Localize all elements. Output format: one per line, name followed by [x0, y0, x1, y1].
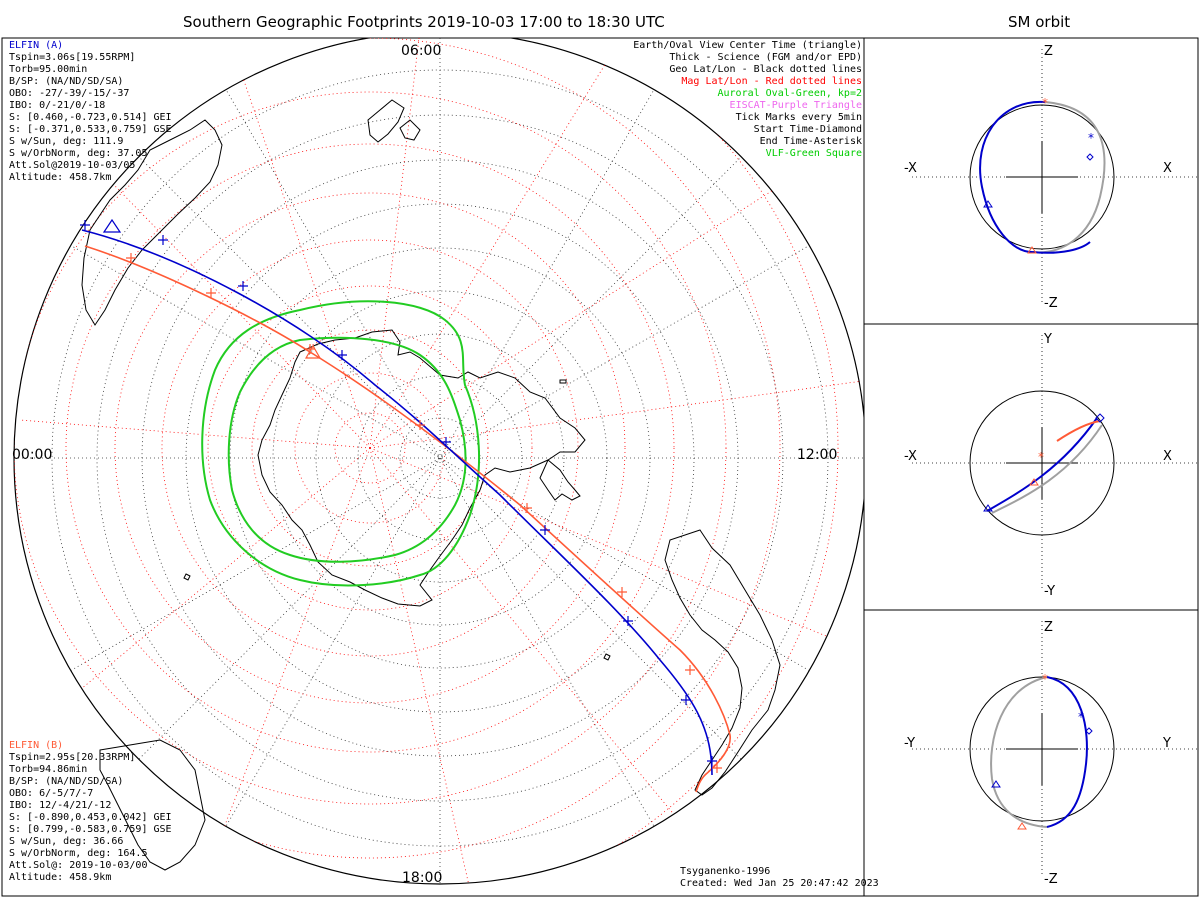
- time-label-top: 06:00: [401, 43, 442, 59]
- elfin-b-info: Tspin=2.95s[20.33RPM] Torb=94.86min B/SP: …: [9, 752, 172, 884]
- geo-grid: [14, 38, 864, 884]
- sm-frame-1: [863, 37, 1199, 325]
- elfin-a-info-line: S: [0.460,-0.723,0.514] GEI: [9, 112, 172, 123]
- time-label-left: 00:00: [12, 447, 53, 463]
- south-america-coast: [664, 529, 781, 796]
- elfin-b-info-line: IBO: 12/-4/21/-12: [9, 800, 112, 811]
- legend-entry: Tick Marks every 5min: [735, 112, 862, 123]
- legend: Earth/Oval View Center Time (triangle) Th…: [633, 40, 862, 160]
- antarctic-peninsula: [539, 459, 581, 501]
- legend-entry: Thick - Science (FGM and/or EPD): [669, 52, 862, 63]
- elfin-a-info-line: S: [-0.371,0.533,0.759] GSE: [9, 124, 172, 135]
- elfin-a-info-line: Att.Sol@2019-10-03/05: [9, 160, 136, 171]
- sm1-top-label: Z: [1044, 44, 1053, 59]
- elfin-b-info-line: Att.Sol@: 2019-10-03/00: [9, 860, 148, 871]
- elfin-b-info-line: Torb=94.86min: [9, 764, 88, 775]
- elfin-b-track: [84, 245, 731, 793]
- elfin-b-info-line: Altitude: 458.9km: [9, 872, 112, 883]
- view-center-triangle-b: [304, 344, 322, 359]
- elfin-b-info-line: OBO: 6/-5/7/-7: [9, 788, 94, 799]
- elfin-b-info-line: S: [-0.890,0.453,0.042] GEI: [9, 812, 172, 823]
- created-credit: Created: Wed Jan 25 20:47:42 2023: [680, 878, 879, 889]
- legend-entry: VLF-Green Square: [765, 148, 862, 159]
- svg-text:*: *: [1088, 131, 1094, 145]
- elfin-b-info-line: Tspin=2.95s[20.33RPM]: [9, 752, 136, 763]
- time-label-right: 12:00: [797, 447, 838, 463]
- legend-entry: Earth/Oval View Center Time (triangle): [633, 40, 862, 51]
- legend-entry: Auroral Oval-Green, kp=2: [717, 88, 863, 99]
- elfin-a-ticks: [80, 220, 717, 766]
- small-islands: [183, 379, 611, 661]
- legend-entry: End Time-Asterisk: [759, 136, 862, 147]
- sm3-left-label: -Y: [904, 736, 916, 751]
- new-zealand-coast: [367, 99, 421, 143]
- sm2-left-label: -X: [904, 449, 917, 464]
- svg-text:*: *: [1042, 96, 1048, 110]
- elfin-a-info-line: IBO: 0/-21/0/-18: [9, 100, 106, 111]
- africa-coast: [99, 739, 206, 871]
- antarctica-coast: [257, 329, 586, 607]
- sm-orbit-xz: * *: [912, 49, 1200, 305]
- sm2-bottom-label: -Y: [1044, 584, 1056, 599]
- figure-title: Southern Geographic Footprints 2019-10-0…: [183, 13, 665, 31]
- sm1-right-label: X: [1163, 161, 1172, 176]
- sm2-right-label: X: [1163, 449, 1172, 464]
- elfin-a-info-line: B/SP: (NA/ND/SD/SA): [9, 76, 124, 87]
- sm3-top-label: Z: [1044, 620, 1053, 635]
- elfin-a-info: Tspin=3.06s[19.55RPM] Torb=95.00min B/SP: …: [9, 52, 172, 184]
- sm2-top-label: Y: [1044, 332, 1052, 347]
- elfin-b-info-line: S: [0.799,-0.583,0.759] GSE: [9, 824, 172, 835]
- elfin-b-info-line: S w/Sun, deg: 36.66: [9, 836, 124, 847]
- sm3-bottom-label: -Z: [1044, 872, 1058, 887]
- time-label-bottom: 18:00: [402, 870, 443, 886]
- legend-entry: Mag Lat/Lon - Red dotted lines: [681, 76, 862, 87]
- sm-frame-2: [863, 323, 1199, 611]
- auroral-oval-inner: [227, 336, 467, 563]
- svg-text:*: *: [1038, 450, 1044, 464]
- auroral-oval-outer: [201, 300, 481, 587]
- elfin-a-info-line: S w/OrbNorm, deg: 37.05: [9, 148, 148, 159]
- elfin-a-info-line: S w/Sun, deg: 111.9: [9, 136, 124, 147]
- australia-coast: [81, 119, 223, 326]
- elfin-a-info-line: OBO: -27/-39/-15/-37: [9, 88, 130, 99]
- elfin-a-name: ELFIN (A): [9, 40, 64, 51]
- elfin-a-info-line: Altitude: 458.7km: [9, 172, 112, 183]
- model-credit: Tsyganenko-1996: [680, 866, 771, 877]
- sm-frame-3: [863, 609, 1199, 897]
- elfin-a-track: [81, 229, 713, 776]
- elfin-b-info-line: S w/OrbNorm, deg: 164.5: [9, 848, 148, 859]
- sm-orbit-yz: * *: [912, 621, 1200, 877]
- legend-entry: Start Time-Diamond: [753, 124, 862, 135]
- view-center-triangle-a: [102, 218, 122, 233]
- svg-text:*: *: [1078, 710, 1084, 724]
- elfin-a-info-line: Tspin=3.06s[19.55RPM]: [9, 52, 136, 63]
- elfin-b-info-line: B/SP: (NA/ND/SD/SA): [9, 776, 124, 787]
- sm3-right-label: Y: [1163, 736, 1171, 751]
- legend-entry: EISCAT-Purple Triangle: [729, 100, 862, 111]
- sm1-bottom-label: -Z: [1044, 296, 1058, 311]
- sm-title: SM orbit: [1008, 13, 1071, 31]
- legend-entry: Geo Lat/Lon - Black dotted lines: [669, 64, 862, 75]
- elfin-b-name: ELFIN (B): [9, 740, 64, 751]
- elfin-a-info-line: Torb=95.00min: [9, 64, 88, 75]
- sm-orbit-xy: *: [912, 335, 1200, 591]
- sm1-left-label: -X: [904, 161, 917, 176]
- svg-text:*: *: [1042, 672, 1048, 686]
